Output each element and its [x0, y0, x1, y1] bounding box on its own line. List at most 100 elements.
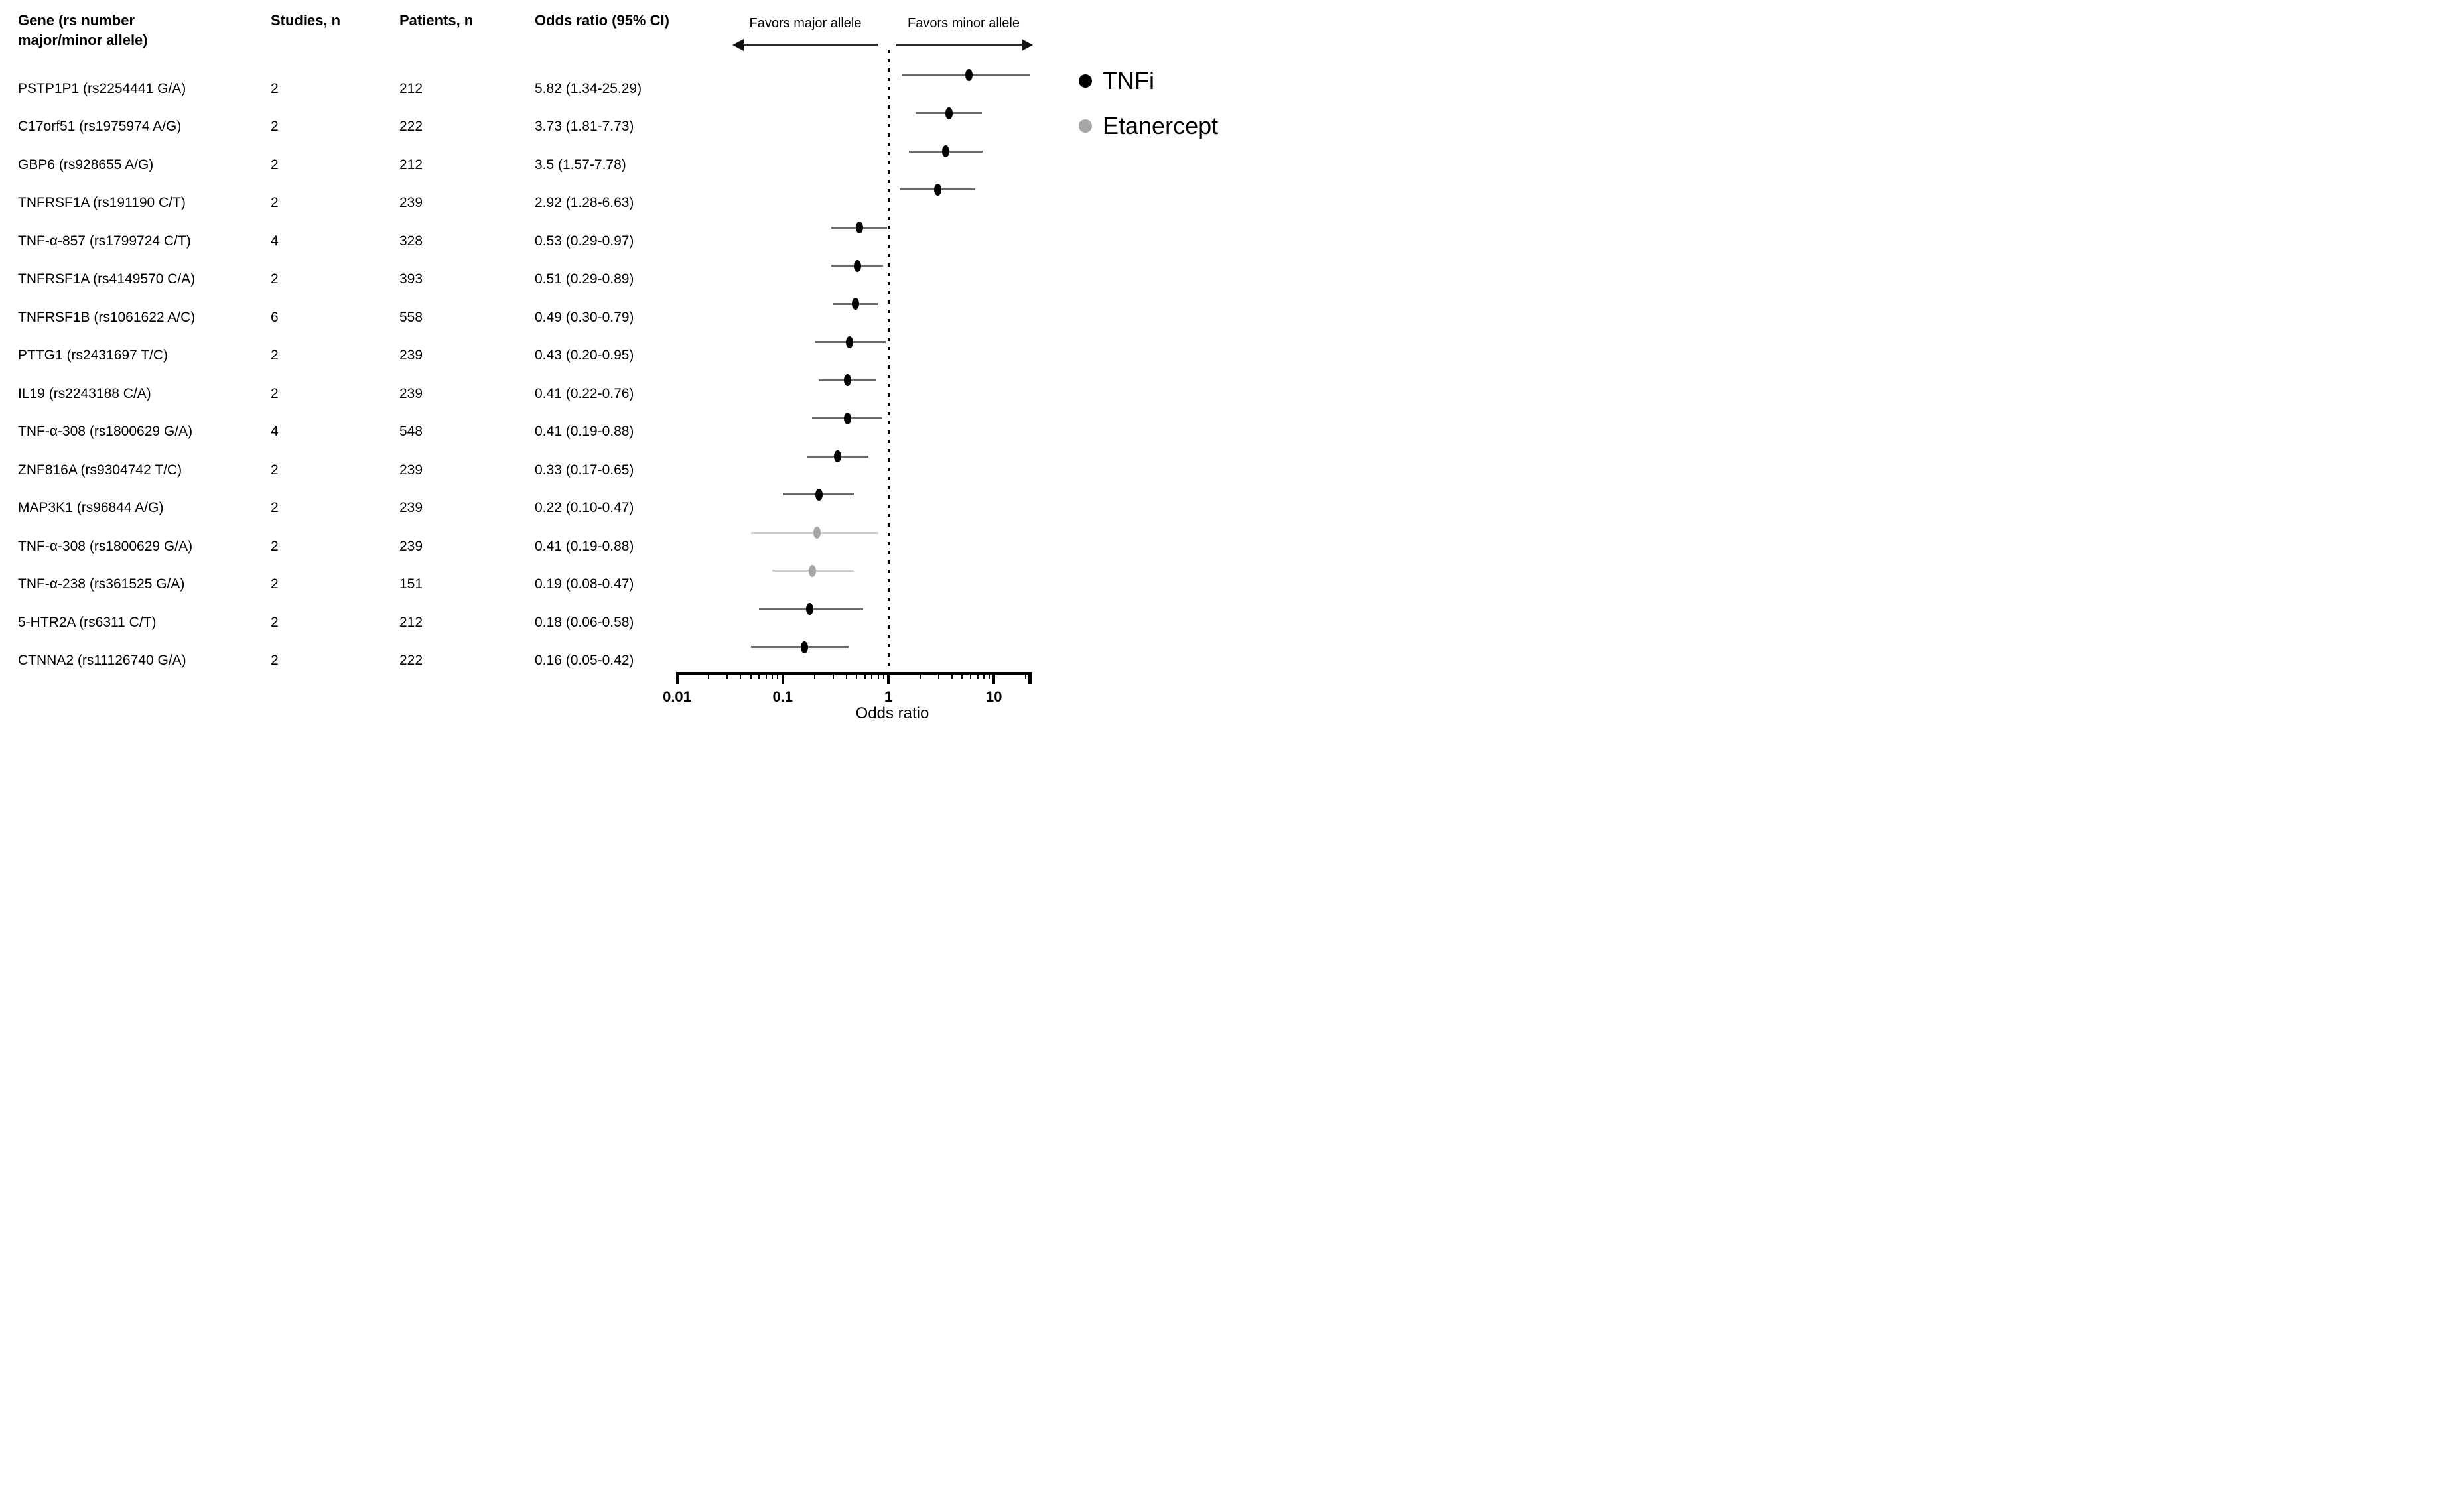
axis-minor-tick [750, 672, 752, 679]
left-arrow [742, 44, 878, 46]
studies-cell: 2 [271, 271, 279, 287]
gene-cell: C17orf51 (rs1975974 A/G) [18, 119, 182, 134]
forest-plot-figure: Gene (rs number major/minor allele) Stud… [0, 0, 1232, 746]
column-header-odds-ratio: Odds ratio (95% CI) [535, 12, 669, 29]
gene-cell: CTNNA2 (rs11126740 G/A) [18, 653, 186, 668]
gene-cell: 5-HTR2A (rs6311 C/T) [18, 614, 157, 630]
reference-line [887, 50, 890, 672]
arrow-left-icon [732, 38, 744, 51]
favors-minor-label: Favors minor allele [908, 16, 1020, 31]
legend-label-tnfi: TNFi [1103, 67, 1154, 94]
axis-major-tick [887, 672, 890, 684]
patients-cell: 393 [399, 271, 423, 287]
or-marker [815, 488, 823, 501]
patients-cell: 239 [399, 500, 423, 515]
studies-cell: 4 [271, 233, 279, 249]
patients-cell: 239 [399, 462, 423, 478]
axis-minor-tick [856, 672, 858, 679]
studies-cell: 2 [271, 576, 279, 592]
gene-cell: IL19 (rs2243188 C/A) [18, 385, 151, 401]
patients-cell: 558 [399, 309, 423, 325]
axis-title: Odds ratio [855, 704, 929, 722]
axis-minor-tick [813, 672, 815, 679]
patients-cell: 548 [399, 424, 423, 439]
gene-cell: ZNF816A (rs9304742 T/C) [18, 462, 182, 478]
or-marker [805, 603, 813, 615]
odds-ratio-cell: 0.16 (0.05-0.42) [535, 653, 634, 668]
gene-cell: TNF-α-857 (rs1799724 C/T) [18, 233, 191, 249]
odds-ratio-cell: 3.5 (1.57-7.78) [535, 157, 626, 172]
axis-major-tick [781, 672, 784, 684]
or-marker [942, 145, 950, 157]
or-marker [945, 107, 953, 119]
column-header-gene-line2: major/minor allele) [18, 32, 148, 48]
patients-cell: 239 [399, 348, 423, 363]
odds-ratio-cell: 0.18 (0.06-0.58) [535, 614, 634, 630]
column-header-patients: Patients, n [399, 12, 474, 29]
axis-minor-tick [1025, 672, 1027, 679]
axis-minor-tick [937, 672, 939, 679]
patients-cell: 239 [399, 538, 423, 554]
odds-ratio-cell: 2.92 (1.28-6.63) [535, 195, 634, 210]
odds-ratio-cell: 0.51 (0.29-0.89) [535, 271, 634, 287]
gene-cell: GBP6 (rs928655 A/G) [18, 157, 154, 172]
axis-tick-label: 0.01 [663, 688, 691, 705]
or-marker [852, 298, 860, 310]
patients-cell: 151 [399, 576, 423, 592]
studies-cell: 2 [271, 80, 279, 96]
studies-cell: 2 [271, 157, 279, 172]
or-marker [853, 259, 861, 272]
x-axis [677, 672, 1030, 675]
or-marker [808, 564, 816, 577]
patients-cell: 222 [399, 119, 423, 134]
odds-ratio-cell: 3.73 (1.81-7.73) [535, 119, 634, 134]
or-marker [843, 374, 851, 386]
or-marker [843, 412, 851, 424]
arrow-right-icon [1022, 38, 1033, 51]
axis-minor-tick [969, 672, 971, 679]
odds-ratio-cell: 0.33 (0.17-0.65) [535, 462, 634, 478]
or-marker [800, 641, 808, 653]
axis-minor-tick [766, 672, 768, 679]
studies-cell: 4 [271, 424, 279, 439]
studies-cell: 2 [271, 500, 279, 515]
odds-ratio-cell: 0.53 (0.29-0.97) [535, 233, 634, 249]
odds-ratio-cell: 0.22 (0.10-0.47) [535, 500, 634, 515]
or-marker [813, 527, 821, 539]
legend-item-etanercept: Etanercept [1079, 111, 1218, 141]
ci-line [750, 646, 849, 648]
tnfi-dot-icon [1079, 74, 1092, 88]
odds-ratio-cell: 0.49 (0.30-0.79) [535, 309, 634, 325]
axis-minor-tick [726, 672, 728, 679]
axis-end-cap [1028, 672, 1032, 684]
studies-cell: 2 [271, 462, 279, 478]
patients-cell: 239 [399, 195, 423, 210]
studies-cell: 2 [271, 653, 279, 668]
or-marker [933, 183, 941, 196]
studies-cell: 2 [271, 119, 279, 134]
gene-cell: TNF-α-308 (rs1800629 G/A) [18, 424, 193, 439]
axis-major-tick [675, 672, 679, 684]
axis-minor-tick [961, 672, 963, 679]
or-marker [965, 69, 973, 81]
axis-tick-label: 10 [986, 688, 1002, 705]
axis-minor-tick [882, 672, 884, 679]
column-header-gene-line1: Gene (rs number [18, 12, 135, 29]
axis-minor-tick [864, 672, 866, 679]
or-marker [855, 222, 863, 233]
axis-minor-tick [740, 672, 742, 679]
odds-ratio-cell: 0.41 (0.19-0.88) [535, 424, 634, 439]
axis-minor-tick [832, 672, 834, 679]
axis-minor-tick [983, 672, 985, 679]
legend-item-tnfi: TNFi [1079, 66, 1154, 96]
patients-cell: 212 [399, 614, 423, 630]
axis-minor-tick [877, 672, 879, 679]
patients-cell: 239 [399, 385, 423, 401]
studies-cell: 2 [271, 614, 279, 630]
axis-major-tick [992, 672, 996, 684]
axis-minor-tick [772, 672, 774, 679]
favors-major-label: Favors major allele [749, 16, 862, 31]
gene-cell: MAP3K1 (rs96844 A/G) [18, 500, 164, 515]
studies-cell: 2 [271, 348, 279, 363]
studies-cell: 2 [271, 538, 279, 554]
